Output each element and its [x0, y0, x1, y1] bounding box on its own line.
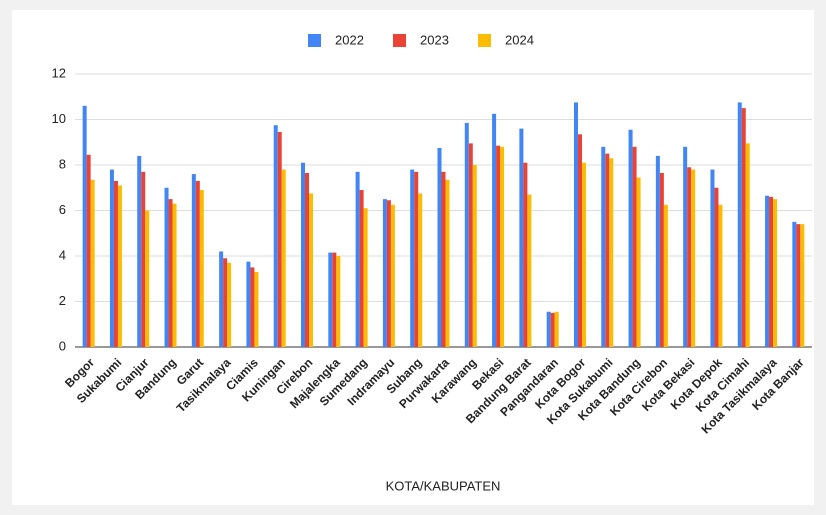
- bar: [519, 128, 524, 347]
- y-tick-label: 4: [59, 247, 66, 262]
- bar: [468, 143, 473, 347]
- bar: [168, 199, 173, 347]
- bar: [663, 204, 668, 347]
- bar: [90, 179, 95, 347]
- bar: [386, 200, 391, 347]
- bar: [305, 172, 310, 347]
- bar: [382, 199, 387, 347]
- y-tick-label: 10: [52, 111, 66, 126]
- bar: [581, 162, 586, 347]
- y-tick-label: 12: [52, 65, 66, 80]
- y-tick-label: 0: [59, 338, 66, 353]
- bar: [796, 224, 801, 347]
- bar: [301, 162, 306, 347]
- bar: [687, 167, 692, 347]
- bar: [683, 146, 688, 347]
- legend-label: 2024: [505, 32, 534, 47]
- bar: [336, 256, 341, 347]
- y-tick-label: 2: [59, 293, 66, 308]
- bar: [636, 177, 641, 347]
- bar: [550, 312, 555, 347]
- bar: [141, 171, 146, 347]
- bar: [718, 204, 723, 347]
- bar: [554, 311, 559, 347]
- bar: [113, 180, 118, 347]
- y-tick-label: 8: [59, 156, 66, 171]
- bar: [500, 146, 505, 347]
- bar: [765, 195, 770, 347]
- bar: [164, 187, 169, 347]
- bar: [492, 113, 497, 347]
- bar: [355, 171, 360, 347]
- bar: [769, 196, 774, 347]
- bar: [472, 165, 477, 347]
- legend-swatch: [478, 34, 491, 47]
- bar: [773, 199, 778, 347]
- bar: [741, 108, 746, 347]
- bar: [219, 251, 224, 347]
- bar: [496, 145, 501, 347]
- bar: [714, 187, 719, 347]
- bar: [273, 125, 278, 347]
- bar: [445, 179, 450, 347]
- bar: [800, 224, 805, 347]
- bar: [659, 172, 664, 347]
- bar: [792, 221, 797, 347]
- bar: [737, 102, 742, 347]
- bar: [523, 162, 528, 347]
- x-axis-title: KOTA/KABUPATEN: [386, 478, 501, 493]
- bar: [390, 204, 395, 347]
- bar: [117, 185, 122, 347]
- legend-swatch: [393, 34, 406, 47]
- bar: [172, 203, 177, 347]
- bar: [691, 169, 696, 347]
- bar: [546, 311, 551, 347]
- bar: [628, 129, 633, 347]
- legend-swatch: [308, 34, 321, 47]
- bar: [109, 169, 114, 347]
- bar: [577, 134, 582, 347]
- bar: [277, 132, 282, 347]
- legend-label: 2022: [335, 32, 364, 47]
- bar: [609, 158, 614, 347]
- bar: [332, 252, 337, 347]
- bar: [82, 105, 87, 347]
- bar: [227, 262, 232, 347]
- y-tick-label: 6: [59, 202, 66, 217]
- bar: [437, 147, 442, 347]
- bar: [254, 271, 259, 347]
- bar: [145, 210, 150, 347]
- bar: [464, 122, 469, 347]
- bar: [527, 194, 532, 347]
- bar: [601, 146, 606, 347]
- bar: [632, 146, 637, 347]
- bar: [195, 180, 200, 347]
- bar: [199, 190, 204, 347]
- bar: [328, 252, 333, 347]
- bar: [246, 261, 251, 347]
- bar: [745, 143, 750, 347]
- bar: [363, 208, 368, 347]
- bar: [441, 171, 446, 347]
- bar: [86, 154, 91, 347]
- bar: [655, 155, 660, 347]
- bar: [414, 171, 419, 347]
- legend-label: 2023: [420, 32, 449, 47]
- bar: [191, 174, 196, 347]
- bar: [281, 169, 286, 347]
- bar: [250, 267, 255, 347]
- bar: [309, 193, 314, 347]
- bar: [410, 169, 415, 347]
- bar: [710, 169, 715, 347]
- bar: [223, 258, 228, 347]
- bar: [605, 153, 610, 347]
- bar: [359, 190, 364, 347]
- bar: [573, 102, 578, 347]
- bar: [418, 193, 423, 347]
- bar: [137, 155, 142, 347]
